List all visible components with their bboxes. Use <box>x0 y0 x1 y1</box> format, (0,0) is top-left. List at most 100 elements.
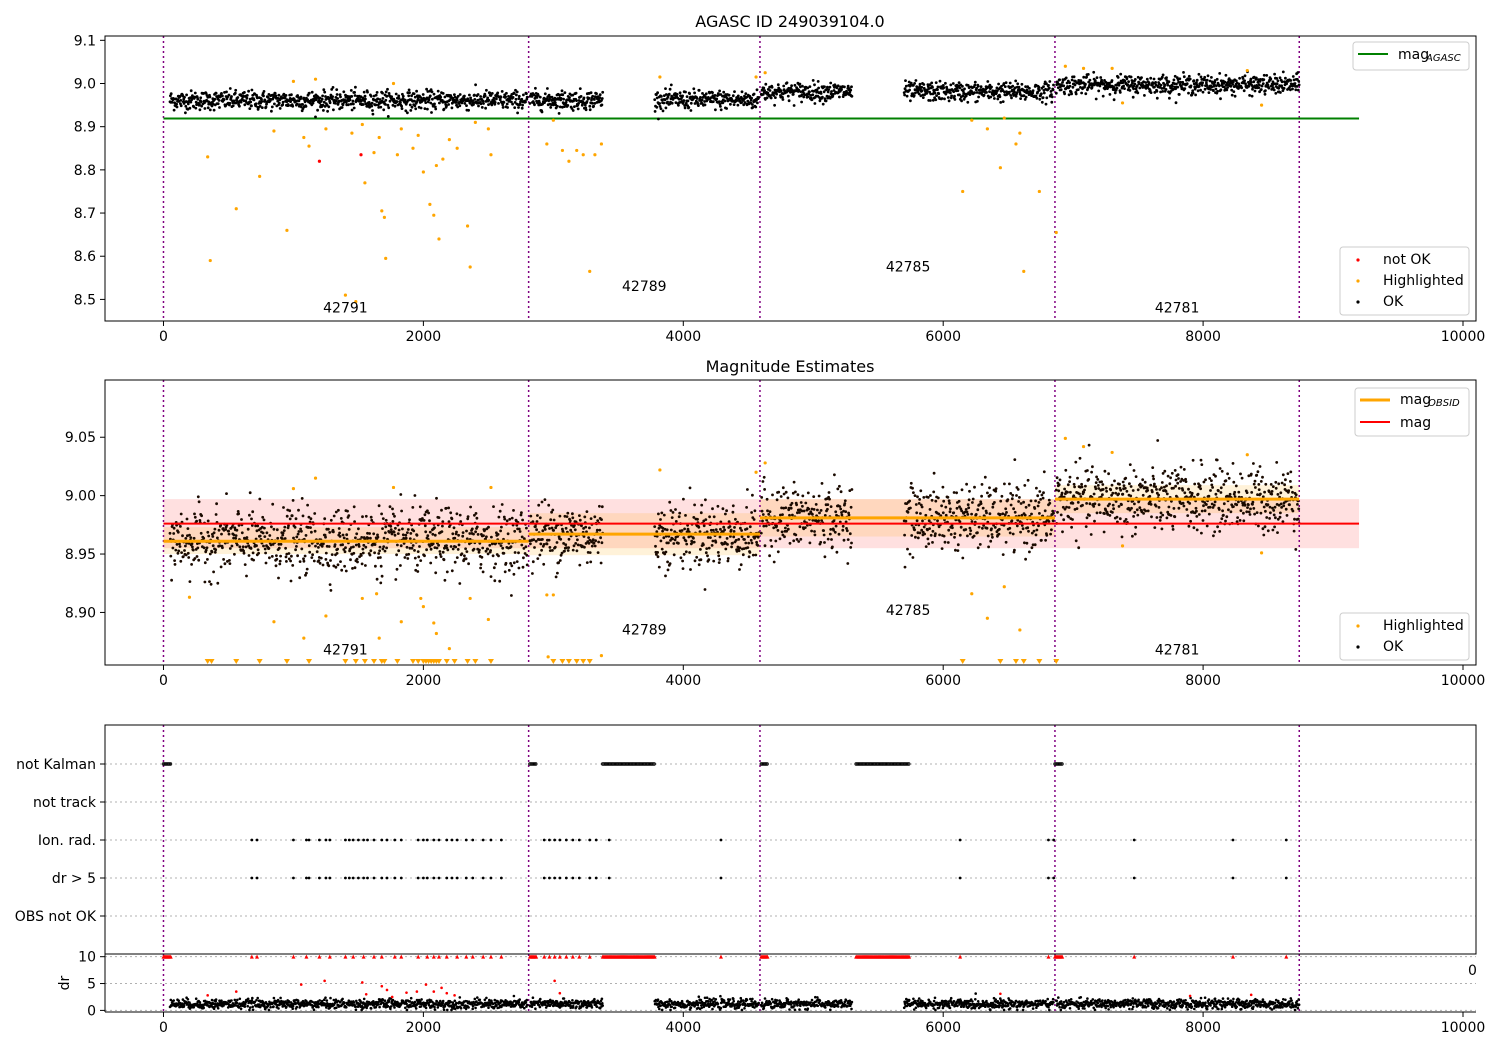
ok-point <box>531 560 535 564</box>
ok-point <box>818 511 821 515</box>
ok-point <box>761 519 764 523</box>
ok-point <box>297 530 301 533</box>
ok-point <box>228 559 231 562</box>
ok-point <box>245 574 248 578</box>
ok-point <box>478 548 481 552</box>
ok-point <box>1038 97 1042 101</box>
ok-point <box>1296 88 1300 92</box>
ok-point <box>1212 89 1215 92</box>
ok-point <box>731 541 734 545</box>
ok-point <box>1040 92 1043 96</box>
ok-point <box>474 530 477 534</box>
ok-point <box>1148 500 1152 504</box>
ok-point <box>787 99 791 103</box>
ok-point <box>413 549 416 552</box>
ok-point <box>206 519 210 523</box>
ok-point <box>919 489 923 493</box>
ok-point <box>660 511 664 515</box>
ok-point <box>903 533 906 537</box>
highlighted-point <box>1063 64 1067 68</box>
ok-point <box>375 577 379 581</box>
ok-point <box>227 529 231 533</box>
ok-point <box>364 97 367 101</box>
ok-point <box>1103 512 1106 515</box>
highlighted-point <box>395 153 399 157</box>
ok-point <box>563 549 566 553</box>
ok-point <box>1214 492 1218 496</box>
ok-point <box>318 96 322 100</box>
ok-point <box>834 524 838 528</box>
ok-point <box>1151 474 1155 478</box>
ok-point <box>1201 90 1205 94</box>
ok-point <box>284 546 287 550</box>
ok-point <box>1268 505 1272 509</box>
ok-point <box>711 100 715 103</box>
y-tick-label: 9.0 <box>74 77 96 93</box>
ok-point <box>936 85 940 89</box>
ok-point <box>234 536 238 540</box>
ok-point <box>387 92 391 95</box>
ok-point <box>289 100 292 103</box>
ok-point <box>370 518 374 522</box>
highlighted-point <box>1022 269 1026 273</box>
ok-point <box>1075 507 1079 510</box>
ok-point <box>1181 501 1185 505</box>
ok-point <box>311 101 315 105</box>
ok-point <box>1149 91 1153 94</box>
ok-point <box>681 567 685 570</box>
legend-ok-marker <box>1356 300 1360 304</box>
highlighted-point <box>486 127 490 131</box>
ok-point <box>435 546 439 550</box>
ok-point <box>415 89 418 93</box>
ok-point <box>471 99 475 103</box>
ok-point <box>682 497 685 501</box>
ok-point <box>221 546 224 550</box>
ok-point <box>692 536 695 540</box>
ok-point <box>361 515 364 519</box>
ok-point <box>717 93 721 97</box>
ok-point <box>338 535 342 538</box>
ok-point <box>449 545 453 548</box>
ok-point <box>1067 93 1071 97</box>
ok-point <box>352 106 356 110</box>
ok-point <box>1086 469 1089 472</box>
ok-point <box>427 511 430 515</box>
ok-point <box>1113 91 1117 95</box>
ok-point <box>1050 95 1054 99</box>
ok-point <box>1041 496 1045 500</box>
ok-point <box>574 542 578 545</box>
ok-point <box>820 482 824 485</box>
ok-point <box>711 539 715 543</box>
ok-point <box>1010 96 1013 100</box>
ok-point <box>369 536 372 540</box>
ok-point <box>1168 482 1172 486</box>
ok-point <box>249 547 253 550</box>
ok-point <box>776 83 780 87</box>
ok-point <box>908 499 911 503</box>
ok-point <box>979 502 983 505</box>
ok-point <box>1204 478 1207 482</box>
ok-point <box>355 532 359 536</box>
ok-point <box>1183 87 1187 90</box>
ok-point <box>746 546 750 549</box>
ok-point <box>1254 486 1257 489</box>
ok-point <box>535 528 538 532</box>
ok-point <box>972 534 976 538</box>
ok-point <box>1022 500 1025 504</box>
ok-point <box>931 541 934 544</box>
ok-point <box>573 528 577 532</box>
ok-point <box>479 102 483 106</box>
ok-point <box>828 85 832 89</box>
ok-point <box>212 531 216 535</box>
ok-point <box>481 570 485 574</box>
ok-point <box>677 541 680 545</box>
ok-point <box>455 530 458 534</box>
ok-point <box>813 533 817 537</box>
ok-point <box>682 99 686 102</box>
highlighted-point <box>411 146 415 150</box>
ok-point <box>1013 548 1016 552</box>
ok-point <box>521 103 524 107</box>
ok-point <box>475 516 479 520</box>
ok-point <box>317 546 320 549</box>
ok-point <box>770 85 774 89</box>
